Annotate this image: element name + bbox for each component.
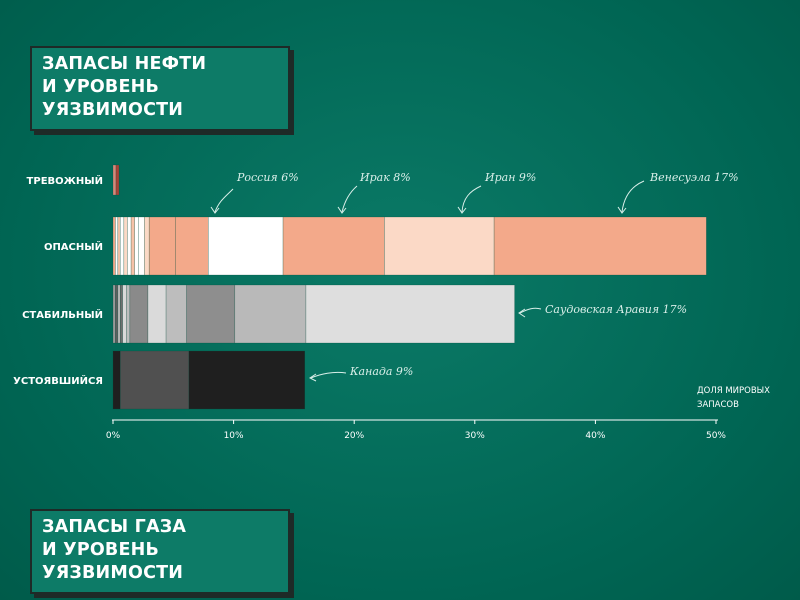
category-label: ТРЕВОЖНЫЙ [27,174,103,187]
annotation-arrow [519,307,542,314]
annotation: Венесуэла 17% [617,171,739,214]
annotation-label: Ирак 8% [359,171,411,184]
annotation-arrowhead [309,373,317,382]
annotation-label: Иран 9% [484,171,536,184]
bar-row-1 [112,164,120,196]
annotation: Канада 9% [309,365,413,382]
annotation-label: Россия 6% [236,171,299,184]
annotation-label: Венесуэла 17% [649,171,739,184]
bar-segment [282,216,385,276]
x-tick-label: 10% [224,431,244,441]
annotation: Иран 9% [457,171,536,214]
bar-segment [493,216,707,276]
bar-row-3 [112,284,515,344]
annotation: Ирак 8% [337,171,411,214]
annotation-arrowhead [518,308,526,318]
annotation-arrow [214,188,234,213]
bar-segment [117,216,121,276]
annotation-label: Канада 9% [349,365,413,378]
annotation-arrow [341,185,358,213]
bar-segment [112,350,121,410]
gas-reserves-title: ЗАПАСЫ ГАЗА И УРОВЕНЬ УЯЗВИМОСТИ [30,509,290,594]
annotation-arrow [461,185,482,213]
bar-segment [384,216,495,276]
category-label: ОПАСНЫЙ [44,240,103,253]
x-tick-label: 20% [344,431,364,441]
bar-segment [234,284,307,344]
annotation-arrow [310,371,347,379]
annotation: Саудовская Аравия 17% [518,303,687,318]
x-tick-label: 40% [585,431,605,441]
bar-segment [115,284,119,344]
annotation-arrowhead [457,206,467,214]
annotation: Россия 6% [210,171,299,214]
bar-segment [186,284,236,344]
bar-segment [112,284,116,344]
bar-segment [148,216,176,276]
bar-segment [129,284,149,344]
bar-segment [165,284,187,344]
bar-segment [115,216,119,276]
bar-segment [122,284,127,344]
bar-segment [119,216,125,276]
x-axis-label-line-1: ДОЛЯ МИРОВЫХ [697,386,770,396]
bar-segment [119,350,190,410]
x-tick-label: 50% [706,431,726,441]
annotation-arrowhead [617,206,627,214]
bar-segment [188,350,306,410]
bar-row-2 [112,216,707,276]
bar-segment [175,216,209,276]
x-axis-label-line-2: ЗАПАСОВ [697,400,739,410]
bar-segment [112,164,117,196]
bar-segment [126,284,131,344]
bar-segment [127,216,132,276]
x-tick-label: 0% [106,431,121,441]
annotation-arrow [621,180,645,213]
bar-segment [138,216,145,276]
bar-segment [112,216,116,276]
bar-segment [119,284,123,344]
annotation-arrowhead [210,206,220,214]
category-label: УСТОЯВШИЙСЯ [13,374,103,387]
oil-title-line-1: ЗАПАСЫ НЕФТИ [42,54,207,74]
bar-segment [147,284,167,344]
annotation-label: Саудовская Аравия 17% [545,303,687,316]
annotation-arrowhead [337,206,347,214]
bar-segment [144,216,150,276]
bar-row-4 [112,350,306,410]
bar-segment [115,164,120,196]
bar-segment [117,284,121,344]
x-tick-label: 30% [465,431,485,441]
oil-title-line-2: И УРОВЕНЬ УЯЗВИМОСТИ [42,77,184,120]
bar-segment [208,216,284,276]
bar-segment [123,216,128,276]
oil-reserves-title: ЗАПАСЫ НЕФТИ И УРОВЕНЬ УЯЗВИМОСТИ [30,46,290,131]
gas-title-line-2: И УРОВЕНЬ УЯЗВИМОСТИ [42,540,184,583]
bar-segment [305,284,515,344]
gas-title-line-1: ЗАПАСЫ ГАЗА [42,517,187,537]
bar-segment [130,216,135,276]
bar-segment [134,216,139,276]
category-label: СТАБИЛЬНЫЙ [22,308,103,321]
